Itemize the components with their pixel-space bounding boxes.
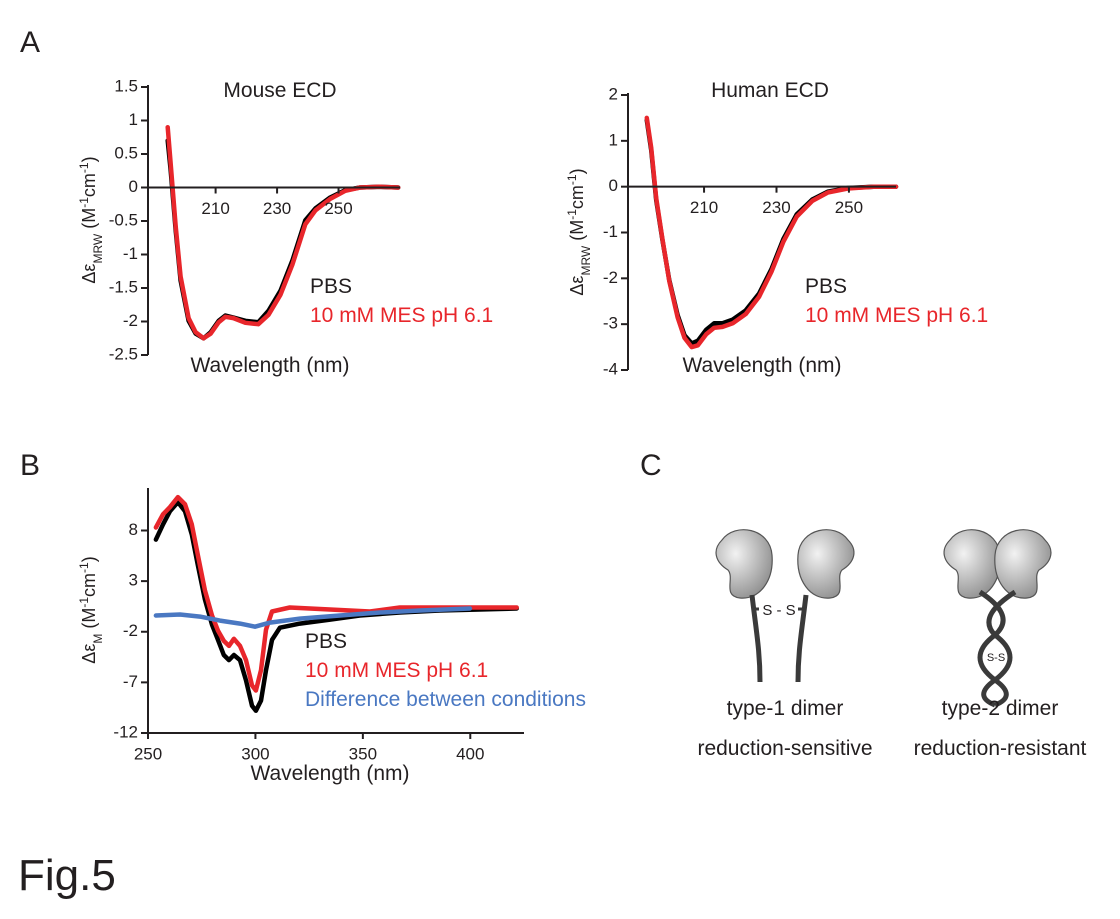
y-axis-label: ΔεM (M-1cm-1) — [77, 556, 105, 663]
x-tick-label: 350 — [349, 744, 377, 763]
y-axis-label-part: MRW — [579, 245, 593, 275]
y-axis-label-part: (M — [567, 220, 587, 246]
legend-entry: PBS — [310, 275, 352, 298]
y-axis-label-part: cm — [79, 173, 99, 197]
y-tick-label: 1 — [609, 130, 618, 149]
y-axis-label-part: -1 — [565, 209, 579, 220]
y-axis-label-part: (M — [79, 608, 99, 634]
dimer-property: reduction-resistant — [914, 737, 1087, 760]
panel-label: C — [640, 449, 662, 482]
data-line — [153, 499, 519, 713]
x-tick-label: 400 — [456, 744, 484, 763]
type-2-dimer: S-S type-2 dimer reduction-resistant — [914, 529, 1087, 760]
domain-head — [943, 529, 1001, 599]
x-axis-label: Wavelength (nm) — [190, 354, 349, 377]
x-tick-label: 300 — [241, 744, 269, 763]
x-tick-label: 250 — [324, 199, 352, 218]
chart-title: Human ECD — [711, 79, 829, 102]
data-line — [153, 494, 519, 693]
y-axis-label: ΔεMRW (M-1cm-1) — [77, 156, 105, 283]
y-axis-label-part: M — [91, 634, 105, 644]
bond-label: S-S — [987, 652, 1005, 664]
y-axis-label-part: Δε — [79, 644, 99, 664]
panel-label: B — [20, 449, 40, 482]
y-axis-label-part: cm — [79, 573, 99, 597]
legend-entry: 10 mM MES pH 6.1 — [310, 304, 493, 327]
y-axis-label-part: -1 — [565, 174, 579, 185]
panel-label: A — [20, 26, 40, 59]
legend-entry: PBS — [805, 275, 847, 298]
y-tick-label: -2 — [603, 268, 618, 287]
dimer-name: type-1 dimer — [727, 697, 844, 720]
y-axis-label-part: -1 — [77, 162, 91, 173]
y-axis-label-part: (M — [79, 208, 99, 234]
stalk — [795, 594, 809, 683]
y-tick-label: -1 — [603, 222, 618, 241]
y-axis-label-part: Δε — [79, 264, 99, 284]
y-axis-label-part: MRW — [91, 233, 105, 263]
stalk — [749, 594, 763, 683]
domain-head — [797, 529, 855, 599]
y-tick-label: -1.5 — [109, 277, 138, 296]
y-axis-label: ΔεMRW (M-1cm-1) — [565, 168, 593, 295]
domain-head — [715, 529, 773, 599]
dimer-name: type-2 dimer — [942, 697, 1059, 720]
y-axis-label-part: -1 — [77, 597, 91, 608]
dimer-property: reduction-sensitive — [697, 737, 872, 760]
y-axis-label-part: -1 — [77, 562, 91, 573]
x-tick-label: 210 — [690, 198, 718, 217]
x-tick-label: 230 — [762, 198, 790, 217]
y-axis-label-part: cm — [567, 185, 587, 209]
y-axis-label-part: Δε — [567, 276, 587, 296]
y-tick-label: 1 — [129, 110, 138, 129]
y-tick-label: -2 — [123, 311, 138, 330]
y-axis-label-part: ) — [79, 156, 99, 162]
x-tick-label: 250 — [134, 744, 162, 763]
data-line — [644, 115, 899, 350]
y-axis-label-part: ) — [567, 168, 587, 174]
figure-label: Fig.5 — [18, 851, 116, 900]
legend-entry: 10 mM MES pH 6.1 — [805, 304, 988, 327]
helix-strand — [981, 589, 1017, 708]
data-line — [153, 606, 473, 629]
x-tick-label: 210 — [201, 199, 229, 218]
y-axis-label-part: -1 — [77, 197, 91, 208]
y-tick-label: -7 — [123, 672, 138, 691]
x-axis-label: Wavelength (nm) — [250, 762, 409, 785]
x-tick-label: 230 — [263, 199, 291, 218]
legend-entry: PBS — [305, 630, 347, 653]
y-tick-label: 2 — [609, 84, 618, 103]
y-tick-label: -3 — [603, 314, 618, 333]
y-tick-label: -1 — [123, 244, 138, 263]
data-line — [165, 124, 401, 341]
x-tick-label: 250 — [835, 198, 863, 217]
y-tick-label: -2.5 — [109, 344, 138, 363]
legend-entry: 10 mM MES pH 6.1 — [305, 659, 488, 682]
y-tick-label: 3 — [129, 571, 138, 590]
y-tick-label: 8 — [129, 520, 138, 539]
domain-head — [994, 529, 1052, 599]
y-tick-label: -12 — [113, 722, 138, 741]
y-tick-label: 0 — [129, 177, 138, 196]
y-tick-label: -2 — [123, 621, 138, 640]
x-axis-label: Wavelength (nm) — [682, 354, 841, 377]
y-tick-label: -4 — [603, 359, 618, 378]
legend-entry: Difference between conditions — [305, 688, 586, 711]
bond-label: S - S — [762, 602, 795, 619]
y-axis-label-part: ) — [79, 556, 99, 562]
y-tick-label: 0.5 — [114, 143, 138, 162]
helix-strand — [977, 589, 1009, 708]
y-tick-label: 1.5 — [114, 76, 138, 95]
type-1-dimer: S - S type-1 dimer reduction-sensitive — [697, 529, 873, 760]
chart-title: Mouse ECD — [223, 79, 336, 102]
y-tick-label: 0 — [609, 176, 618, 195]
y-tick-label: -0.5 — [109, 210, 138, 229]
